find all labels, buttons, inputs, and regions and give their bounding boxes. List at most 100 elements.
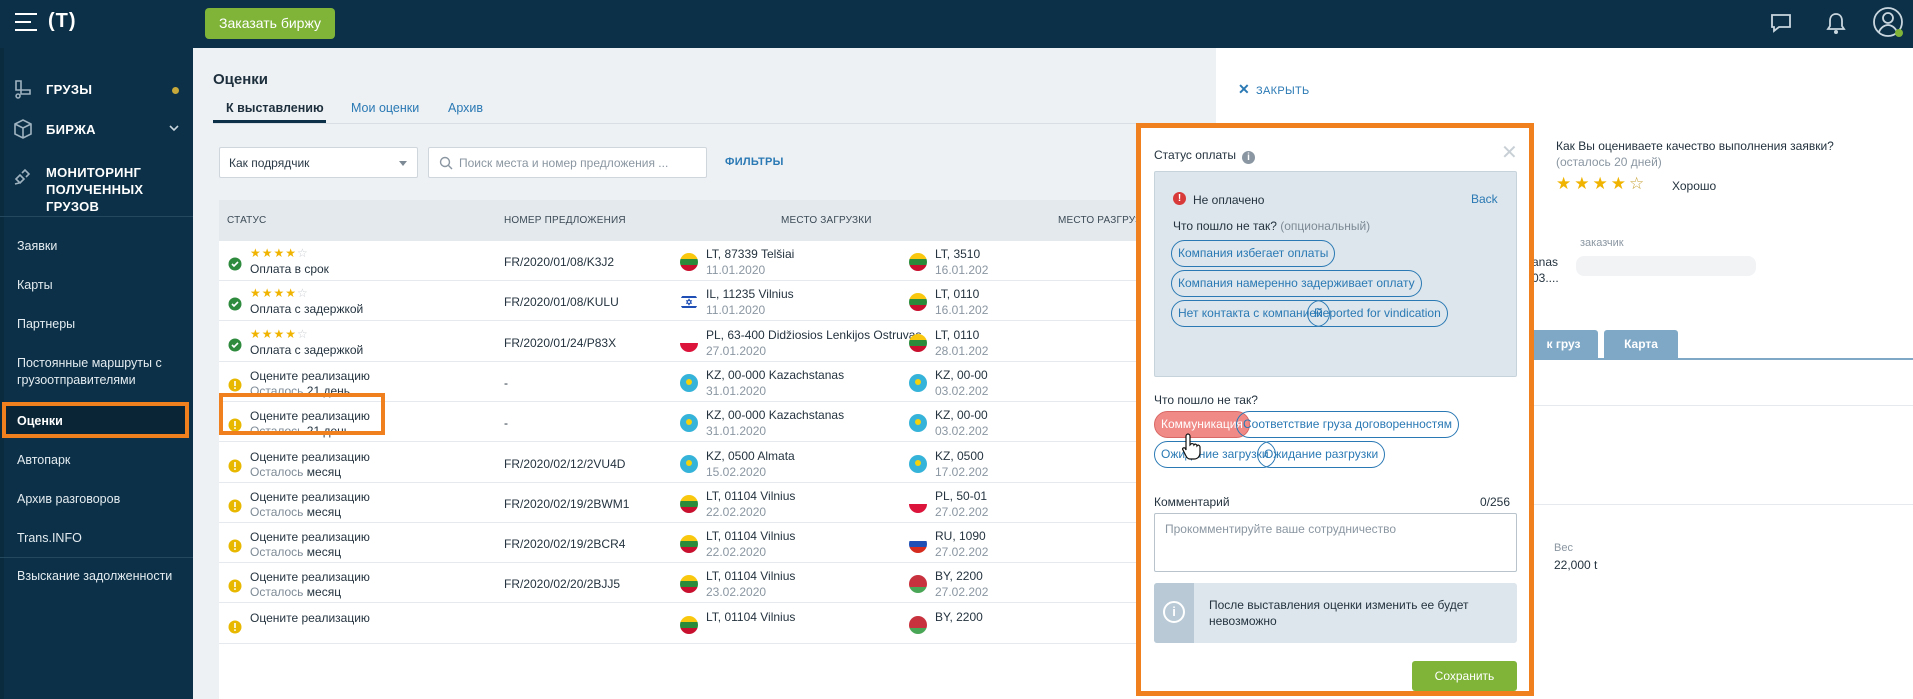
search-box[interactable] <box>428 147 707 178</box>
row-remaining: Осталось месяц <box>250 505 341 519</box>
row-status: Оцените реализацию <box>250 610 370 625</box>
table-row[interactable]: ★★★★☆ Оплата с задержкой FR/2020/01/08/KUL… <box>219 281 1219 322</box>
rating-stars[interactable]: ★★★★☆ <box>1556 174 1647 194</box>
chat-icon[interactable] <box>1768 10 1794 36</box>
close-panel-button[interactable]: ✕ ЗАКРЫТЬ <box>1238 81 1310 98</box>
table-row[interactable]: Оцените реализацию Осталось месяц FR/2020/… <box>219 443 1219 483</box>
sidebar-item-label: ГРУЗЫ <box>46 82 93 97</box>
table-row[interactable]: Оцените реализацию Осталось месяц FR/2020/… <box>219 563 1219 604</box>
sidebar-item-label: Постоянные маршруты с <box>17 356 162 370</box>
sidebar-divider <box>0 557 193 558</box>
user-avatar-icon[interactable] <box>1872 6 1904 38</box>
warning-icon <box>228 499 242 513</box>
star-icon[interactable]: ★ <box>1592 174 1611 193</box>
chip-avoids-payment[interactable]: Компания избегает оплаты <box>1171 240 1336 267</box>
search-input[interactable] <box>459 154 699 172</box>
rating-popup: ✕ Статус оплаты i ! Не оплачено Back Что … <box>1136 123 1534 696</box>
close-icon[interactable]: ✕ <box>1501 142 1518 164</box>
tab-map[interactable]: Карта <box>1604 330 1678 358</box>
tab-my-ratings[interactable]: Мои оценки <box>351 101 420 115</box>
warning-text: После выставления оценки изменить ее буд… <box>1209 598 1469 628</box>
comment-label: Комментарий <box>1154 495 1230 509</box>
check-circle-icon <box>228 297 242 311</box>
menu-icon[interactable] <box>15 13 37 31</box>
row-remaining: Осталось месяц <box>250 465 341 479</box>
star-outline-icon[interactable]: ☆ <box>1629 174 1648 193</box>
check-circle-icon <box>228 338 242 352</box>
sidebar-item-maps[interactable]: Карты <box>17 278 53 292</box>
row-offer-number[interactable]: FR/2020/01/08/KULU <box>504 295 619 310</box>
table-row[interactable]: ★★★★☆ Оплата с задержкой FR/2020/01/24/P83… <box>219 322 1219 362</box>
sidebar-item-exchange[interactable]: БИРЖА <box>0 118 193 142</box>
problem-question: Что пошло не так? <box>1154 393 1258 407</box>
row-remaining: Осталось месяц <box>250 545 341 559</box>
role-select[interactable]: Как подрядчик <box>219 147 418 178</box>
sidebar-item-debt[interactable]: Взыскание задолженности <box>17 569 173 583</box>
row-status: Оцените реализацию <box>250 530 370 545</box>
table-row[interactable]: Оцените реализацию LT, 01104 Vilnius BY, 2… <box>219 604 1219 644</box>
payment-status-title: Статус оплаты i <box>1154 148 1255 164</box>
sidebar-item-partners[interactable]: Партнеры <box>17 317 76 331</box>
row-offer-number[interactable]: FR/2020/02/20/2BJJ5 <box>504 577 621 592</box>
row-offer-number[interactable]: FR/2020/01/08/K3J2 <box>504 255 615 269</box>
sidebar-item-transinfo[interactable]: Trans.INFO <box>17 531 82 545</box>
table-row[interactable]: Оцените реализацию Осталось 21 день - KZ, 0… <box>219 362 1219 402</box>
sidebar-item-cargo[interactable]: ГРУЗЫ <box>0 78 193 102</box>
flag-kz-icon <box>680 373 698 392</box>
sidebar: ГРУЗЫ БИРЖА МОНИТОРИНГ ПОЛУЧЕННЫХ ГРУЗОВ… <box>0 48 193 699</box>
chip-vindication[interactable]: Reported for vindication <box>1307 300 1448 327</box>
table-row[interactable]: ★★★★☆ Оплата в срок FR/2020/01/08/K3J2 LT, … <box>219 241 1219 281</box>
row-offer-number[interactable]: FR/2020/02/12/2VU4D <box>504 456 626 471</box>
tab-to-rate[interactable]: К выставлению <box>226 101 324 115</box>
chip-cargo-compliance[interactable]: Соответствие груза договоренностям <box>1236 411 1460 438</box>
row-offer-number[interactable]: - <box>504 416 508 431</box>
sidebar-item-ratings[interactable]: Оценки <box>17 414 63 428</box>
payment-status-title-text: Статус оплаты <box>1154 148 1236 162</box>
chip-communication[interactable]: Коммуникация <box>1154 411 1250 438</box>
row-offer-number[interactable]: FR/2020/01/24/P83X <box>504 335 617 350</box>
row-offer-number[interactable]: - <box>504 375 508 390</box>
order-exchange-button[interactable]: Заказать биржу <box>205 8 335 39</box>
warning-icon <box>228 459 242 472</box>
filters-button[interactable]: ФИЛЬТРЫ <box>725 156 784 168</box>
save-button[interactable]: Сохранить <box>1412 661 1517 691</box>
chevron-down-icon[interactable] <box>168 122 180 134</box>
table-row[interactable]: Оцените реализацию Осталось месяц FR/2020/… <box>219 523 1219 564</box>
row-load-date: 31.01.2020 <box>706 424 767 439</box>
bell-icon[interactable] <box>1823 10 1849 36</box>
sidebar-item-monitoring[interactable]: МОНИТОРИНГ ПОЛУЧЕННЫХ ГРУЗОВ <box>0 161 193 214</box>
caret-down-icon <box>399 161 407 166</box>
tab-cargo[interactable]: к груз <box>1529 330 1598 358</box>
sidebar-item-fleet[interactable]: Автопарк <box>17 453 71 467</box>
comment-field[interactable] <box>1154 513 1517 572</box>
star-icon[interactable]: ★ <box>1610 174 1629 193</box>
search-icon <box>439 156 453 170</box>
sidebar-item-conversations[interactable]: Архив разговоров <box>17 492 121 506</box>
back-link[interactable]: Back <box>1471 192 1498 206</box>
chip-unloading-wait[interactable]: Ожидание разгрузки <box>1257 441 1386 468</box>
row-unload-date: 03.02.202 <box>935 424 989 439</box>
row-unload-date: 27.02.202 <box>935 504 989 519</box>
warning-icon <box>228 579 242 593</box>
row-load-date: 23.02.2020 <box>706 585 767 600</box>
table-row[interactable]: Оцените реализацию Осталось месяц FR/2020/… <box>219 483 1219 523</box>
row-remaining-value: месяц <box>306 585 342 600</box>
row-offer-number[interactable]: FR/2020/02/19/2BCR4 <box>504 537 626 552</box>
sidebar-item-routes[interactable]: Постоянные маршруты с грузоотправителями <box>17 355 162 389</box>
chip-no-contact[interactable]: Нет контакта с компанией <box>1171 300 1330 327</box>
row-stars: ★★★★☆ <box>250 246 309 260</box>
flag-lt-icon <box>909 333 927 352</box>
sidebar-item-label-2: ПОЛУЧЕННЫХ ГРУЗОВ <box>46 182 144 214</box>
chip-delays-payment[interactable]: Компания намеренно задерживает оплату <box>1171 270 1422 297</box>
star-icon[interactable]: ★ <box>1556 174 1575 193</box>
row-remaining-label: Осталось <box>250 504 304 519</box>
star-icon[interactable]: ★ <box>1574 174 1593 193</box>
logo[interactable]: (T) <box>48 10 77 32</box>
sidebar-item-requests[interactable]: Заявки <box>17 239 58 253</box>
sidebar-divider <box>0 216 193 217</box>
tab-archive[interactable]: Архив <box>448 101 484 115</box>
row-unload-place: LT, 3510 <box>935 247 981 261</box>
warning-icon <box>228 620 242 634</box>
info-icon[interactable]: i <box>1241 151 1255 164</box>
row-offer-number[interactable]: FR/2020/02/19/2BWM1 <box>504 496 630 511</box>
